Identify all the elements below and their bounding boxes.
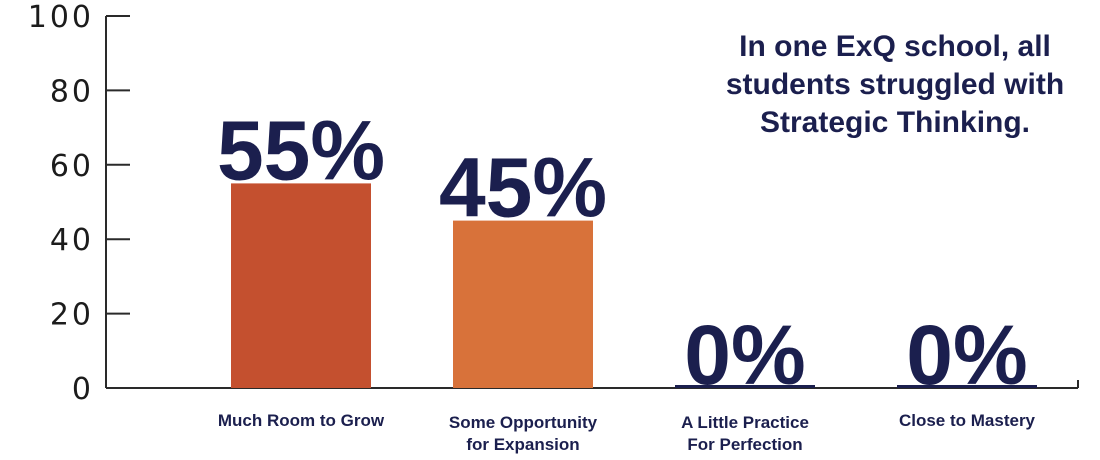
data-label: 0%	[906, 308, 1027, 402]
y-tick-label: 80	[50, 74, 94, 109]
category-label: for Expansion	[466, 435, 579, 454]
y-tick-label: 20	[50, 298, 94, 333]
category-label: Close to Mastery	[899, 411, 1036, 430]
y-tick-label: 40	[50, 223, 94, 258]
chart-annotation: In one ExQ school, all students struggle…	[725, 30, 1065, 139]
category-label: For Perfection	[687, 435, 802, 454]
bar	[453, 220, 593, 388]
bar	[675, 385, 815, 388]
data-label: 45%	[439, 141, 607, 235]
category-label: A Little Practice	[681, 413, 809, 432]
bar	[897, 385, 1037, 388]
category-label: Much Room to Grow	[218, 411, 385, 430]
bar	[231, 183, 371, 388]
y-tick-label: 60	[50, 149, 94, 184]
data-label: 0%	[684, 308, 805, 402]
category-label: Some Opportunity	[449, 413, 598, 432]
y-tick-label: 0	[72, 372, 94, 407]
y-tick-label: 100	[28, 0, 94, 35]
data-label: 55%	[217, 103, 385, 197]
